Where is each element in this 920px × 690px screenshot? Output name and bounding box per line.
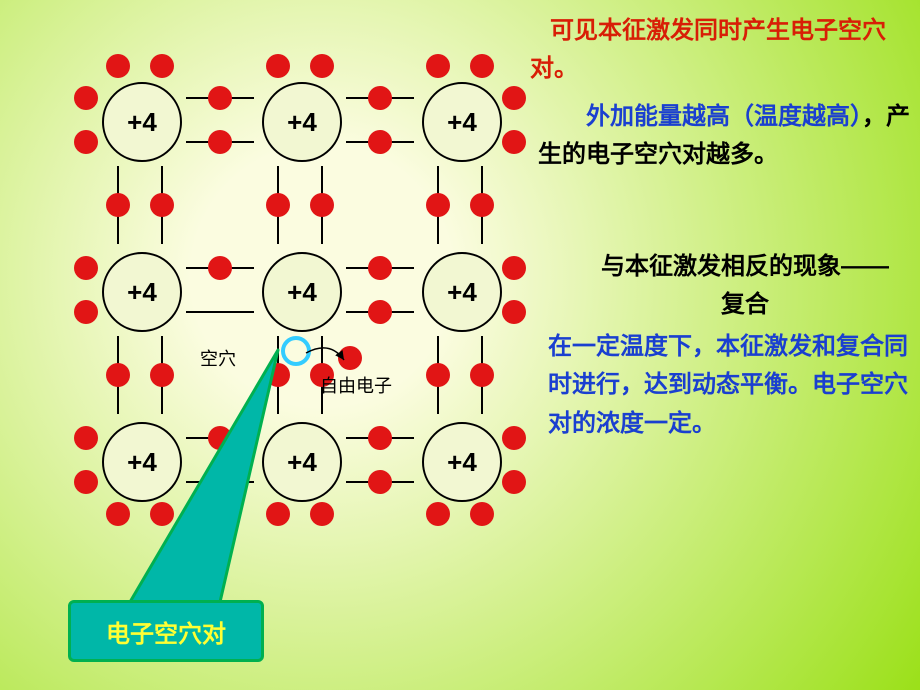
text-span: 复合 — [721, 291, 769, 318]
text-span: 可见本征激发同时产生电子空穴对。 — [530, 17, 886, 82]
slide-root: +4+4+4+4+4+4+4+4+4电子空穴对空穴自由电子 可见本征激发同时产生… — [0, 0, 920, 690]
text-span: 外加能量越高（温度越高） — [586, 103, 862, 130]
paragraph-1: 可见本征激发同时产生电子空穴对。 — [530, 12, 910, 89]
label-free-electron: 自由电子 — [320, 372, 392, 398]
text-span: 与本征激发相反的现象—— — [601, 253, 889, 280]
paragraph-2: 外加能量越高（温度越高），产生的电子空穴对越多。 — [538, 98, 910, 175]
label-hole: 空穴 — [200, 345, 236, 371]
paragraph-4: 在一定温度下，本征激发和复合同时进行，达到动态平衡。电子空穴对的浓度一定。 — [548, 328, 908, 443]
text-span: 在一定温度下，本征激发和复合同时进行，达到动态平衡。电子空穴对的浓度一定。 — [548, 333, 908, 437]
text-span — [530, 17, 550, 44]
paragraph-3: 与本征激发相反的现象—— 复合 — [590, 248, 900, 325]
